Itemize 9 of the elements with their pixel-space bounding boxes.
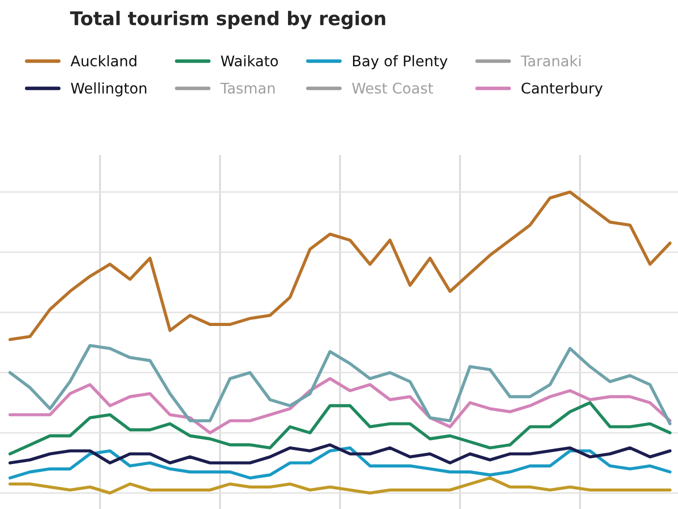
legend-label: Taranaki [520,55,580,66]
legend-label: Waikato [220,55,278,66]
legend-label: Bay of Plenty [353,55,448,70]
chart-title: Total tourism spend by region [70,10,386,30]
legend-label: Wellington [70,82,146,96]
legend-label: Tasman [220,82,275,94]
legend-label: Canterbury [522,82,603,96]
legend-label: Auckland [70,55,136,66]
legend-label: West Coast [352,82,434,94]
